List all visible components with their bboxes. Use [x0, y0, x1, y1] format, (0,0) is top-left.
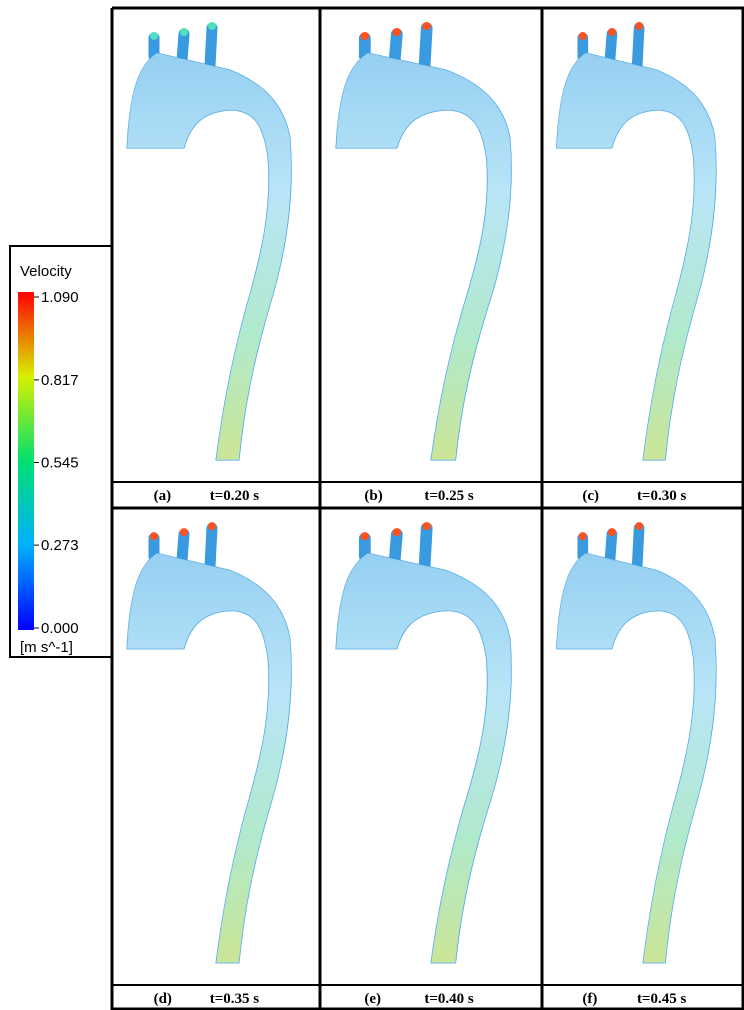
branch: [631, 22, 645, 72]
branch-tip: [150, 532, 158, 541]
branch-tip: [635, 22, 643, 30]
branch-tip: [360, 32, 370, 40]
branch-tip: [208, 22, 216, 30]
aorta-texture: [127, 53, 292, 460]
branch-tip: [208, 522, 216, 531]
panel-time: t=0.35 s: [210, 991, 260, 1007]
branch-tip: [360, 532, 370, 541]
branch-tip: [180, 528, 188, 537]
panel-time: t=0.30 s: [637, 488, 687, 504]
colorbar-tick-label: 0.545: [41, 455, 79, 472]
branch-tip: [392, 528, 402, 537]
branch-tip: [392, 28, 402, 36]
panel: [126, 22, 292, 461]
branch: [204, 522, 218, 572]
panel-label: (a): [154, 488, 172, 504]
panel-time: t=0.40 s: [424, 991, 474, 1007]
aorta-texture: [336, 553, 512, 963]
panel-time: t=0.25 s: [424, 488, 474, 504]
colorbar: [18, 292, 34, 630]
colorbar-tick-label: 0.273: [41, 537, 79, 554]
panel: [335, 22, 512, 461]
legend: Velocity [m s^-1] 1.090 0.817 0.545 0.273 0.…: [9, 245, 113, 658]
branch: [631, 522, 645, 572]
colorbar-tick-label: 0.817: [41, 372, 79, 389]
panels: (a) t=0.20 s (b) t=0.25 s (c) t=0.30 s (d) t=0.…: [110, 6, 744, 1010]
panel: [556, 22, 717, 461]
branch: [604, 528, 618, 566]
aorta-texture: [336, 53, 512, 460]
branch: [204, 22, 218, 72]
branch: [176, 28, 190, 66]
branch: [604, 28, 618, 66]
panel-label: (b): [364, 488, 382, 504]
branch-tip: [578, 532, 587, 541]
panel: [335, 522, 512, 964]
panel-label: (e): [364, 991, 381, 1007]
panel-label: (c): [582, 488, 599, 504]
aorta-texture: [127, 553, 292, 963]
branch-tip: [578, 32, 587, 40]
branch-tip: [180, 28, 188, 36]
branch-tip: [150, 32, 158, 40]
panel-time: t=0.20 s: [210, 488, 260, 504]
branch-tip: [422, 522, 431, 531]
legend-title: Velocity: [20, 263, 72, 280]
panel-label: (d): [154, 991, 172, 1007]
panel-time: t=0.45 s: [637, 991, 687, 1007]
colorbar-tick-label: 1.090: [41, 289, 79, 306]
legend-unit: [m s^-1]: [20, 639, 73, 656]
branch-tip: [608, 528, 616, 537]
branch: [418, 522, 433, 572]
branch: [418, 22, 433, 72]
branch-tip: [422, 22, 431, 30]
aorta-texture: [556, 553, 717, 963]
panel-label: (f): [582, 991, 597, 1007]
branch-tip: [635, 522, 643, 531]
colorbar-tick-label: 0.000: [41, 620, 79, 637]
panel: [556, 522, 717, 964]
branch: [388, 528, 403, 566]
aorta-texture: [556, 53, 717, 460]
branch-tip: [608, 28, 616, 36]
branch: [176, 528, 190, 566]
panel: [126, 522, 292, 964]
branch: [388, 28, 403, 66]
